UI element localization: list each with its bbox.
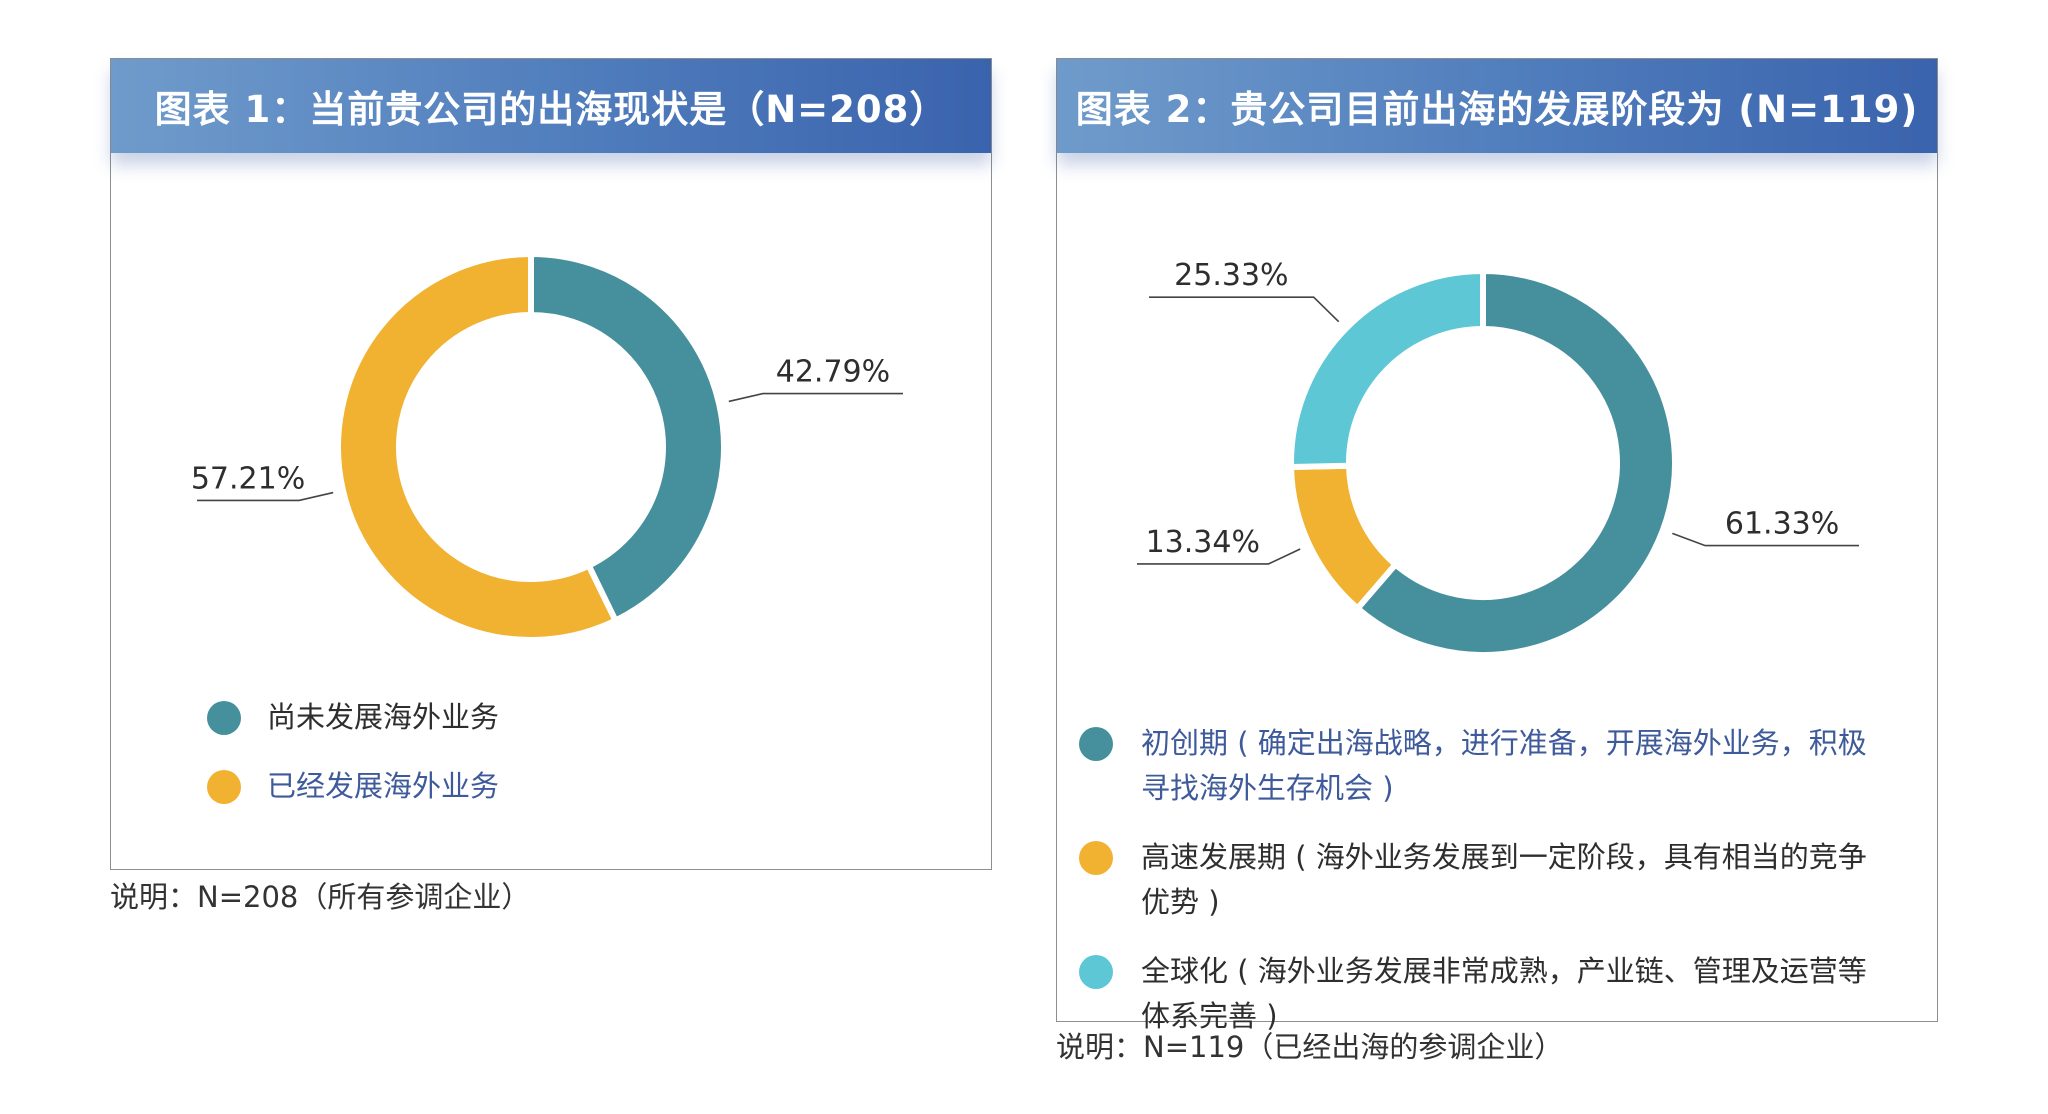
legend-label: 初创期 ( 确定出海战略，进行准备，开展海外业务，积极 寻找海外生存机会 ) [1141,721,1867,811]
leader-line-1 [1137,548,1301,565]
donut-slice-1 [1287,462,1400,613]
legend-dot-teal-icon [1079,727,1113,761]
donut-slice-0 [528,250,727,625]
legend-line: 初创期 ( 确定出海战略，进行准备，开展海外业务，积极 [1141,726,1867,760]
chart-1-donut: 42.79% 57.21% [191,250,903,643]
value-label-0: 42.79% [776,355,890,390]
legend-dot-yellow-icon [207,770,241,804]
donut-slice-1 [335,250,620,643]
legend-line: 体系完善 ) [1141,999,1278,1033]
legend-label: 尚未发展海外业务 [267,700,500,734]
leader-line-0 [1672,532,1859,547]
legend-line: 寻找海外生存机会 ) [1141,771,1394,805]
legend-dot-yellow-icon [1079,841,1113,875]
donut-slice-0 [1353,267,1678,658]
chart-1-title: 图表 1：当前贵公司的出海现状是（N=208） [111,59,991,153]
legend-item-2-1: 高速发展期 ( 海外业务发展到一定阶段，具有相当的竞争 优势 ) [1079,835,1867,925]
leader-line-2 [1149,296,1340,323]
legend-item-1-1: 已经发展海外业务 [207,764,499,809]
chart-1-note: 说明：N=208（所有参调企业） [110,880,531,914]
legend-label: 全球化 ( 海外业务发展非常成熟，产业链、管理及运营等 体系完善 ) [1141,949,1867,1039]
legend-label: 高速发展期 ( 海外业务发展到一定阶段，具有相当的竞争 优势 ) [1141,835,1867,925]
value-label-1: 57.21% [191,461,305,496]
legend-dot-cyan-icon [1079,955,1113,989]
legend-label: 已经发展海外业务 [267,769,500,803]
chart-2-title: 图表 2：贵公司目前出海的发展阶段为 (N=119) [1057,59,1937,153]
legend-item-1-0: 尚未发展海外业务 [207,695,499,740]
legend-line: 全球化 ( 海外业务发展非常成熟，产业链、管理及运营等 [1141,954,1867,988]
legend-line: 优势 ) [1141,885,1220,919]
donut-slice-2 [1288,267,1486,471]
value-label-2: 25.33% [1174,258,1288,293]
value-label-1: 13.34% [1146,525,1260,560]
chart-2-donut: 61.33% 13.34% 25.33% [1137,258,1859,658]
value-label-0: 61.33% [1725,507,1839,542]
chart-panel-2: 图表 2：贵公司目前出海的发展阶段为 (N=119) 61.33% 13.34% 2… [1056,58,1938,1033]
legend-line: 高速发展期 ( 海外业务发展到一定阶段，具有相当的竞争 [1141,840,1867,874]
chart-2-note: 说明：N=119（已经出海的参调企业） [1056,1030,1564,1064]
leader-line-0 [728,392,903,403]
legend-item-2-0: 初创期 ( 确定出海战略，进行准备，开展海外业务，积极 寻找海外生存机会 ) [1079,721,1867,811]
legend-item-2-2: 全球化 ( 海外业务发展非常成熟，产业链、管理及运营等 体系完善 ) [1079,949,1867,1039]
chart-panel-1: 图表 1：当前贵公司的出海现状是（N=208） 42.79% 57.21% 尚未发… [110,58,992,870]
legend-dot-teal-icon [207,701,241,735]
leader-line-1 [197,491,334,502]
